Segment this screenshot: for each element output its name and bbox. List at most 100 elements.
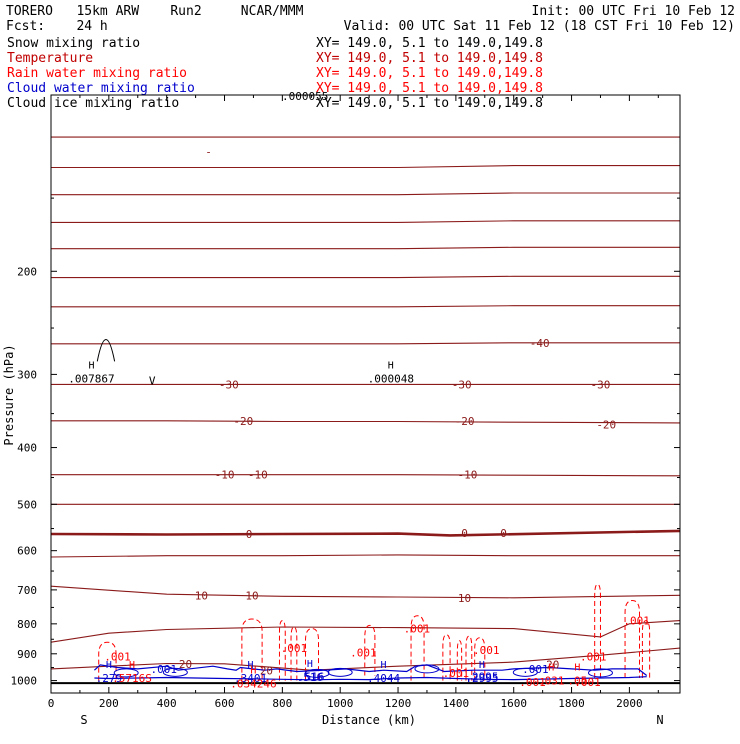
extrema-mark: H xyxy=(574,663,580,674)
rain-contour xyxy=(278,620,286,681)
temperature-isotherm xyxy=(51,192,680,196)
rain-contour xyxy=(98,641,117,681)
extrema-mark: H xyxy=(88,360,94,371)
x-tick-label: 200 xyxy=(99,697,119,710)
extrema-mark: H xyxy=(381,660,387,671)
temperature-isotherm xyxy=(51,165,680,169)
temperature-isotherm xyxy=(50,554,680,558)
snow-contour xyxy=(96,339,116,362)
legend-xy: XY= 149.0, 5.1 to 149.0,149.8 xyxy=(316,96,543,111)
legend-label: Rain water mixing ratio xyxy=(7,66,187,81)
y-tick-label: 600 xyxy=(17,545,37,558)
y-tick-label: 400 xyxy=(17,442,37,455)
temperature-label: -20 xyxy=(233,415,253,428)
temperature-isotherm xyxy=(51,246,680,250)
legend-label: Cloud water mixing ratio xyxy=(7,81,195,96)
temperature-label: 0 xyxy=(461,527,468,540)
cloud-label: .2995 xyxy=(465,671,498,684)
extrema-mark: H xyxy=(307,659,313,670)
cloud-cell xyxy=(512,667,538,677)
temperature-label: -30 xyxy=(219,378,239,391)
temperature-isotherm xyxy=(51,275,680,279)
header-line1-left: TORERO 15km ARW Run2 NCAR/MMM xyxy=(6,4,304,19)
temperature-label: 0 xyxy=(246,528,253,541)
snow-mark-v: V xyxy=(149,374,156,387)
y-tick-label: 800 xyxy=(17,618,37,631)
rain-label: .001 xyxy=(404,623,431,636)
extrema-label: .279 xyxy=(96,672,123,685)
extrema-mark: H xyxy=(548,663,554,674)
snow-contours: V xyxy=(96,339,156,387)
header-line2-right: Valid: 00 UTC Sat 11 Feb 12 (18 CST Fri … xyxy=(344,19,735,34)
rain-label: .001 xyxy=(623,615,650,628)
contour-labels: -40-30 -30 -30-20 -20 -20-10 -10 -100 0 010 10 102… xyxy=(68,90,650,690)
legend-xy: XY= 149.0, 5.1 to 149.0,149.8 xyxy=(316,66,543,81)
x-tick-label: 1000 xyxy=(327,697,354,710)
legend-xy: XY= 149.0, 5.1 to 149.0,149.8 xyxy=(316,36,543,51)
y-tick-label: 500 xyxy=(17,498,37,511)
legend-xy: XY= 149.0, 5.1 to 149.0,149.8 xyxy=(316,51,543,66)
temperature-label: 0 xyxy=(500,527,507,540)
rain-label: .001 xyxy=(104,651,131,664)
temperature-label: -30 xyxy=(452,378,472,391)
x-tick-label: 1600 xyxy=(500,697,527,710)
temperature-isotherm xyxy=(50,529,681,537)
y-tick-label: 200 xyxy=(17,265,37,278)
header-line2-left: Fcst: 24 h xyxy=(6,19,108,34)
y-axis-label: Pressure (hPa) xyxy=(2,344,16,445)
snow-cloud-label: .000055 xyxy=(282,90,328,103)
temperature-isotherm xyxy=(51,474,681,477)
temperature-label: 10 xyxy=(245,589,258,602)
temperature-isotherm xyxy=(51,220,680,223)
rain-label: .001 xyxy=(350,646,377,659)
cloud-water-contour xyxy=(93,664,648,676)
temperature-label: -20 xyxy=(455,415,475,428)
x-axis-label: Distance (km) xyxy=(322,713,416,727)
rain-label: .001 xyxy=(443,667,470,680)
extrema-label: .516 xyxy=(297,671,324,684)
plot-frame xyxy=(50,94,681,694)
cloud-water-contour xyxy=(94,676,647,681)
rain-contour xyxy=(641,620,651,679)
rain-contour xyxy=(456,640,463,681)
temperature-label: -20 xyxy=(596,418,616,431)
temperature-label: 10 xyxy=(458,592,471,605)
cloud-cell xyxy=(587,668,613,678)
header-line1-right: Init: 00 UTC Fri 10 Feb 12 xyxy=(532,4,736,19)
x-tick-label: 800 xyxy=(272,697,292,710)
temperature-isotherms xyxy=(50,136,681,685)
x-tick-label: 2000 xyxy=(616,697,643,710)
extrema-label: .2995 xyxy=(465,672,498,685)
temperature-isotherm xyxy=(51,420,681,424)
rain-contour xyxy=(410,615,425,681)
x-tick-label: 1800 xyxy=(558,697,585,710)
x-axis-end-north: N xyxy=(656,713,663,727)
cloud-label: .001 xyxy=(522,663,549,676)
cloud-label: .001 xyxy=(151,663,178,676)
cloud-cell xyxy=(414,664,440,674)
y-tick-label: 1000 xyxy=(11,675,38,688)
x-tick-label: 400 xyxy=(157,697,177,710)
y-tick-label: 900 xyxy=(17,648,37,661)
cloud-label: .516 xyxy=(298,671,325,684)
rain-contour xyxy=(442,634,451,681)
temperature-label: -40 xyxy=(530,337,550,350)
temperature-label: 20 xyxy=(260,665,273,678)
rain-label: .001 xyxy=(574,676,601,689)
legend-label: Cloud ice mixing ratio xyxy=(7,96,179,111)
extrema-label: .5716S xyxy=(112,672,152,685)
extrema-mark: H xyxy=(248,660,254,671)
y-tick-label: 300 xyxy=(17,368,37,381)
x-tick-label: 600 xyxy=(215,697,235,710)
extrema-mark: H xyxy=(250,665,256,676)
y-tick-label: 700 xyxy=(17,584,37,597)
temperature-label: -10 xyxy=(248,469,268,482)
cloud-water-contours xyxy=(93,664,648,681)
temperature-label: -10 xyxy=(458,469,478,482)
extrema-mark: H xyxy=(106,660,112,671)
x-tick-label: 1400 xyxy=(443,697,470,710)
legend: Snow mixing ratio XY= 149.0, 5.1 to 149.0… xyxy=(7,36,543,111)
legend-label: Snow mixing ratio xyxy=(7,36,140,51)
rain-label: .001 xyxy=(580,651,607,664)
